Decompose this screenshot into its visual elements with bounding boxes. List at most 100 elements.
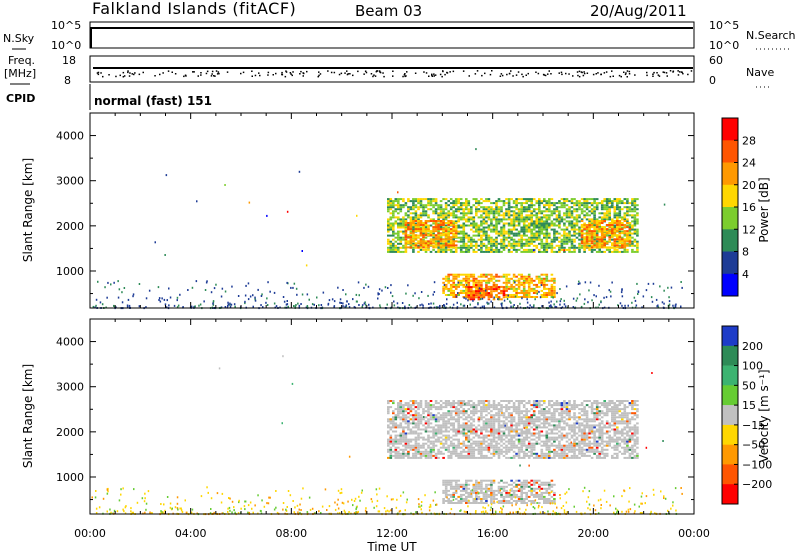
data-cell — [422, 437, 425, 439]
data-cell — [397, 412, 400, 414]
data-cell — [221, 296, 223, 298]
data-cell — [475, 410, 478, 412]
data-cell — [495, 280, 498, 282]
data-cell — [498, 433, 501, 435]
data-cell — [473, 198, 476, 200]
data-cell — [553, 208, 556, 210]
data-cell — [505, 284, 508, 286]
data-cell — [523, 453, 526, 455]
nave-tick-bottom: 0 — [709, 74, 716, 87]
data-cell — [470, 274, 473, 276]
data-cell — [318, 304, 320, 306]
data-cell — [390, 241, 393, 243]
data-cell — [475, 292, 478, 294]
data-cell — [437, 431, 440, 433]
data-cell — [412, 420, 415, 422]
data-cell — [465, 206, 468, 208]
data-cell — [435, 433, 438, 435]
data-cell — [415, 455, 418, 457]
data-cell — [503, 416, 506, 418]
data-cell — [515, 206, 518, 208]
data-cell — [485, 214, 488, 216]
data-cell — [488, 243, 491, 245]
data-cell — [468, 247, 471, 249]
data-cell — [573, 247, 576, 249]
data-cell — [503, 422, 506, 424]
data-cell — [538, 276, 541, 278]
data-cell — [541, 400, 544, 402]
data-cell — [543, 408, 546, 410]
data-cell — [533, 414, 536, 416]
data-cell — [563, 212, 566, 214]
data-cell — [478, 280, 481, 282]
data-cell — [417, 198, 420, 200]
data-cell — [573, 424, 576, 426]
data-cell — [504, 300, 506, 302]
nave-dot — [334, 72, 336, 74]
data-cell — [468, 296, 471, 298]
data-cell — [646, 289, 648, 291]
data-cell — [455, 204, 458, 206]
data-cell — [463, 243, 466, 245]
data-cell — [538, 402, 541, 404]
data-cell — [422, 242, 425, 244]
data-cell — [452, 294, 455, 296]
data-cell — [500, 206, 503, 208]
data-cell — [432, 246, 435, 248]
data-cell — [455, 200, 458, 202]
data-cell — [387, 449, 390, 451]
data-cell — [556, 451, 559, 453]
data-cell — [563, 235, 566, 237]
data-cell — [591, 220, 594, 222]
data-cell — [551, 198, 554, 200]
data-cell — [440, 220, 443, 222]
nave-dot — [207, 71, 209, 73]
data-cell — [463, 204, 466, 206]
data-cell — [568, 214, 571, 216]
data-cell — [551, 414, 554, 416]
data-cell — [596, 231, 599, 233]
data-cell — [400, 218, 403, 220]
data-cell — [417, 449, 420, 451]
data-cell — [631, 237, 634, 239]
data-cell — [571, 214, 574, 216]
data-cell — [387, 251, 390, 253]
data-cell — [513, 420, 516, 422]
data-cell — [473, 251, 476, 253]
data-cell — [407, 457, 410, 459]
data-cell — [566, 216, 569, 218]
data-cell — [470, 237, 473, 239]
nave-dot — [162, 72, 164, 74]
data-cell — [533, 429, 536, 431]
data-cell — [490, 445, 493, 447]
data-cell — [500, 292, 503, 294]
data-cell — [510, 251, 513, 253]
data-cell — [473, 239, 476, 241]
data-cell — [536, 235, 539, 237]
data-cell — [505, 453, 508, 455]
data-cell — [518, 416, 521, 418]
data-cell — [581, 210, 584, 212]
data-cell — [412, 457, 415, 459]
data-cell — [455, 276, 458, 278]
data-cell — [460, 249, 463, 251]
data-cell — [498, 418, 501, 420]
data-cell — [530, 414, 533, 416]
data-cell — [527, 302, 529, 304]
data-cell — [422, 228, 425, 230]
data-cell — [392, 216, 395, 218]
data-cell — [332, 298, 334, 300]
nave-dot — [344, 72, 346, 74]
data-cell — [395, 418, 398, 420]
data-cell — [198, 305, 200, 307]
data-cell — [435, 435, 438, 437]
data-cell — [588, 243, 591, 245]
data-cell — [397, 402, 400, 404]
data-cell — [407, 445, 410, 447]
data-cell — [425, 431, 428, 433]
data-cell — [581, 224, 584, 226]
data-cell — [412, 416, 415, 418]
data-cell — [558, 223, 561, 225]
data-cell — [525, 433, 528, 435]
data-cell — [485, 406, 488, 408]
